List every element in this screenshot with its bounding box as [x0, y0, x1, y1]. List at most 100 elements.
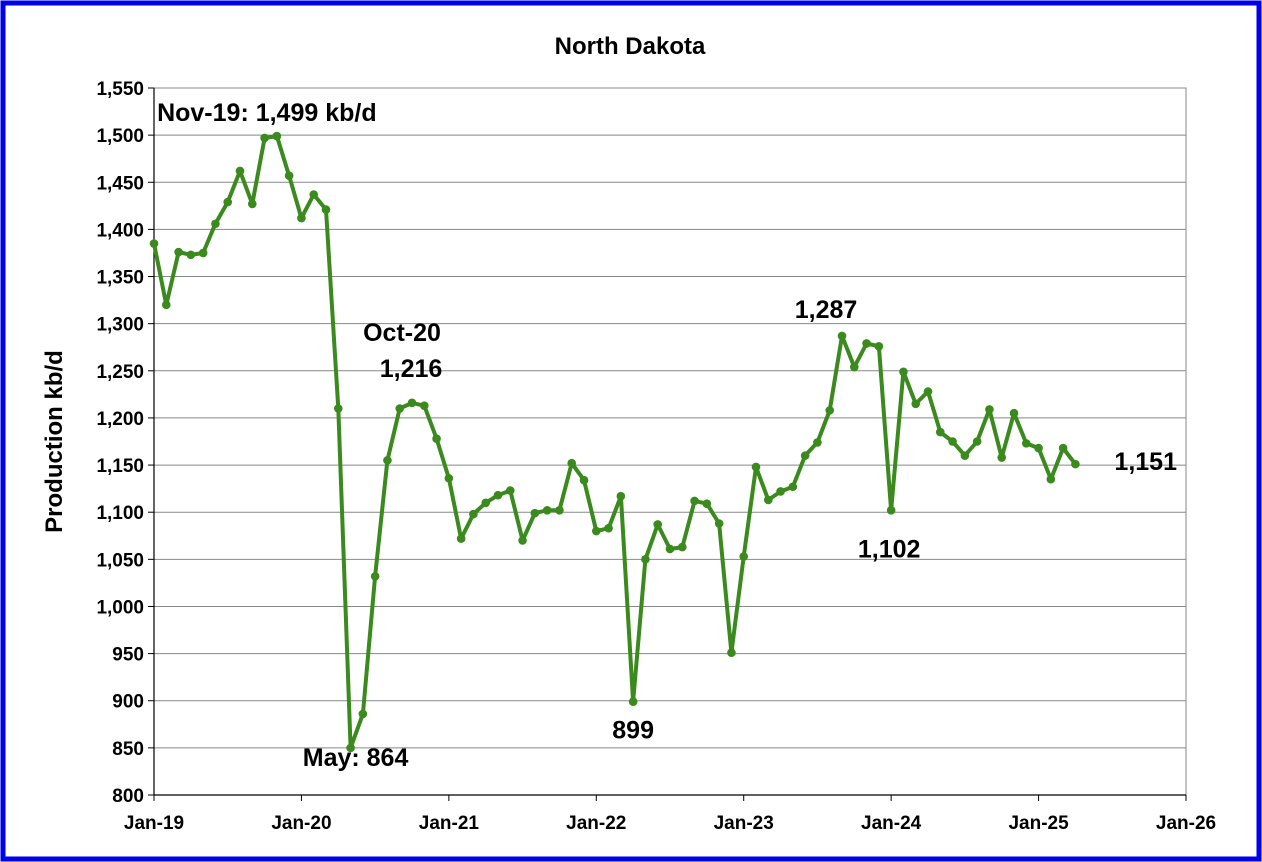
annotation-label: 1,151 — [1114, 448, 1177, 476]
y-axis-title: Production kb/d — [41, 350, 68, 533]
y-tick-label: 1,450 — [96, 173, 144, 194]
data-point — [972, 437, 982, 446]
data-point — [837, 331, 847, 341]
data-point — [235, 166, 245, 176]
data-point — [813, 438, 822, 447]
y-tick-label: 1,300 — [96, 315, 144, 336]
y-tick-label: 1,050 — [96, 550, 144, 571]
data-point — [174, 247, 183, 257]
data-point — [284, 171, 294, 180]
data-point — [997, 453, 1007, 462]
data-point — [935, 427, 945, 437]
x-tick-label: Jan-23 — [714, 813, 774, 834]
data-point — [800, 451, 810, 460]
data-series — [149, 131, 1080, 753]
data-point — [862, 339, 871, 348]
data-point — [247, 199, 257, 209]
axes: 800 850 900 950 1,000 1,050 1,100 1,150 1,200 1,2… — [96, 79, 1216, 834]
annotation-label: Oct-20 — [363, 319, 441, 347]
data-point — [567, 458, 577, 468]
x-tick-label: Jan-20 — [271, 813, 331, 834]
data-point — [223, 197, 233, 207]
data-point — [555, 506, 564, 515]
data-point — [948, 437, 957, 446]
annotation-label: 1,287 — [795, 296, 858, 324]
data-point — [481, 498, 491, 508]
y-tick-label: 1,250 — [96, 362, 144, 383]
data-point — [579, 475, 589, 485]
data-point — [198, 248, 208, 258]
data-point — [899, 367, 908, 377]
y-tick-label: 1,350 — [96, 268, 144, 289]
x-tick-label: Jan-19 — [124, 813, 184, 834]
data-point — [419, 401, 429, 410]
data-point — [358, 709, 368, 719]
data-point — [407, 398, 417, 408]
data-point — [211, 219, 220, 229]
data-point — [911, 399, 921, 409]
production-line — [152, 134, 1077, 750]
data-point — [505, 486, 515, 495]
y-tick-label: 950 — [112, 645, 144, 666]
data-point — [1009, 408, 1019, 418]
y-tick-label: 800 — [112, 786, 144, 807]
data-point — [186, 250, 196, 260]
data-point — [1071, 459, 1080, 469]
y-tick-label: 900 — [112, 692, 144, 713]
data-point — [321, 205, 331, 214]
data-point — [628, 697, 638, 706]
annotation-label: 1,102 — [858, 535, 921, 563]
data-point — [751, 462, 761, 472]
data-point — [518, 536, 527, 545]
data-point — [149, 239, 159, 248]
data-point — [260, 133, 269, 143]
x-tick-label: Jan-22 — [566, 813, 626, 834]
x-tick-label: Jan-26 — [1156, 813, 1216, 834]
x-tick-label: Jan-24 — [861, 813, 922, 834]
data-point — [346, 743, 355, 753]
data-point — [641, 555, 650, 564]
data-point — [604, 523, 613, 533]
annotations: Nov-19: 1,499 kb/d Oct-20 1,216 May: 864 899… — [157, 99, 1177, 772]
data-point — [653, 520, 663, 529]
y-tick-label: 850 — [112, 739, 144, 760]
data-point — [493, 490, 503, 500]
data-point — [333, 404, 343, 413]
x-tick-label: Jan-25 — [1008, 813, 1069, 834]
data-point — [763, 495, 773, 505]
data-point — [161, 300, 171, 310]
y-tick-label: 1,550 — [96, 79, 144, 100]
data-point — [1058, 443, 1068, 453]
data-point — [309, 190, 319, 199]
y-tick-label: 1,000 — [96, 597, 144, 618]
data-point — [1046, 474, 1056, 484]
y-tick-label: 1,500 — [96, 126, 144, 147]
gridlines — [153, 87, 1187, 796]
data-point — [383, 456, 392, 465]
data-point — [297, 213, 306, 223]
data-point — [542, 506, 552, 515]
y-tick-label: 1,100 — [96, 503, 144, 524]
data-point — [739, 552, 749, 561]
data-point — [530, 508, 540, 518]
data-point — [923, 387, 933, 396]
data-point — [1021, 439, 1031, 448]
data-point — [874, 341, 884, 351]
data-point — [960, 451, 970, 460]
data-point — [690, 496, 699, 506]
chart-title: North Dakota — [555, 33, 706, 60]
data-point — [456, 534, 466, 543]
annotation-label: 1,216 — [380, 355, 443, 383]
data-point — [849, 362, 859, 372]
data-point — [370, 572, 380, 581]
data-point — [886, 506, 896, 515]
data-point — [444, 473, 454, 483]
data-point — [788, 482, 798, 492]
annotation-label: 899 — [612, 717, 654, 745]
data-point — [702, 499, 712, 509]
data-point — [1034, 443, 1043, 453]
data-point — [591, 526, 601, 536]
